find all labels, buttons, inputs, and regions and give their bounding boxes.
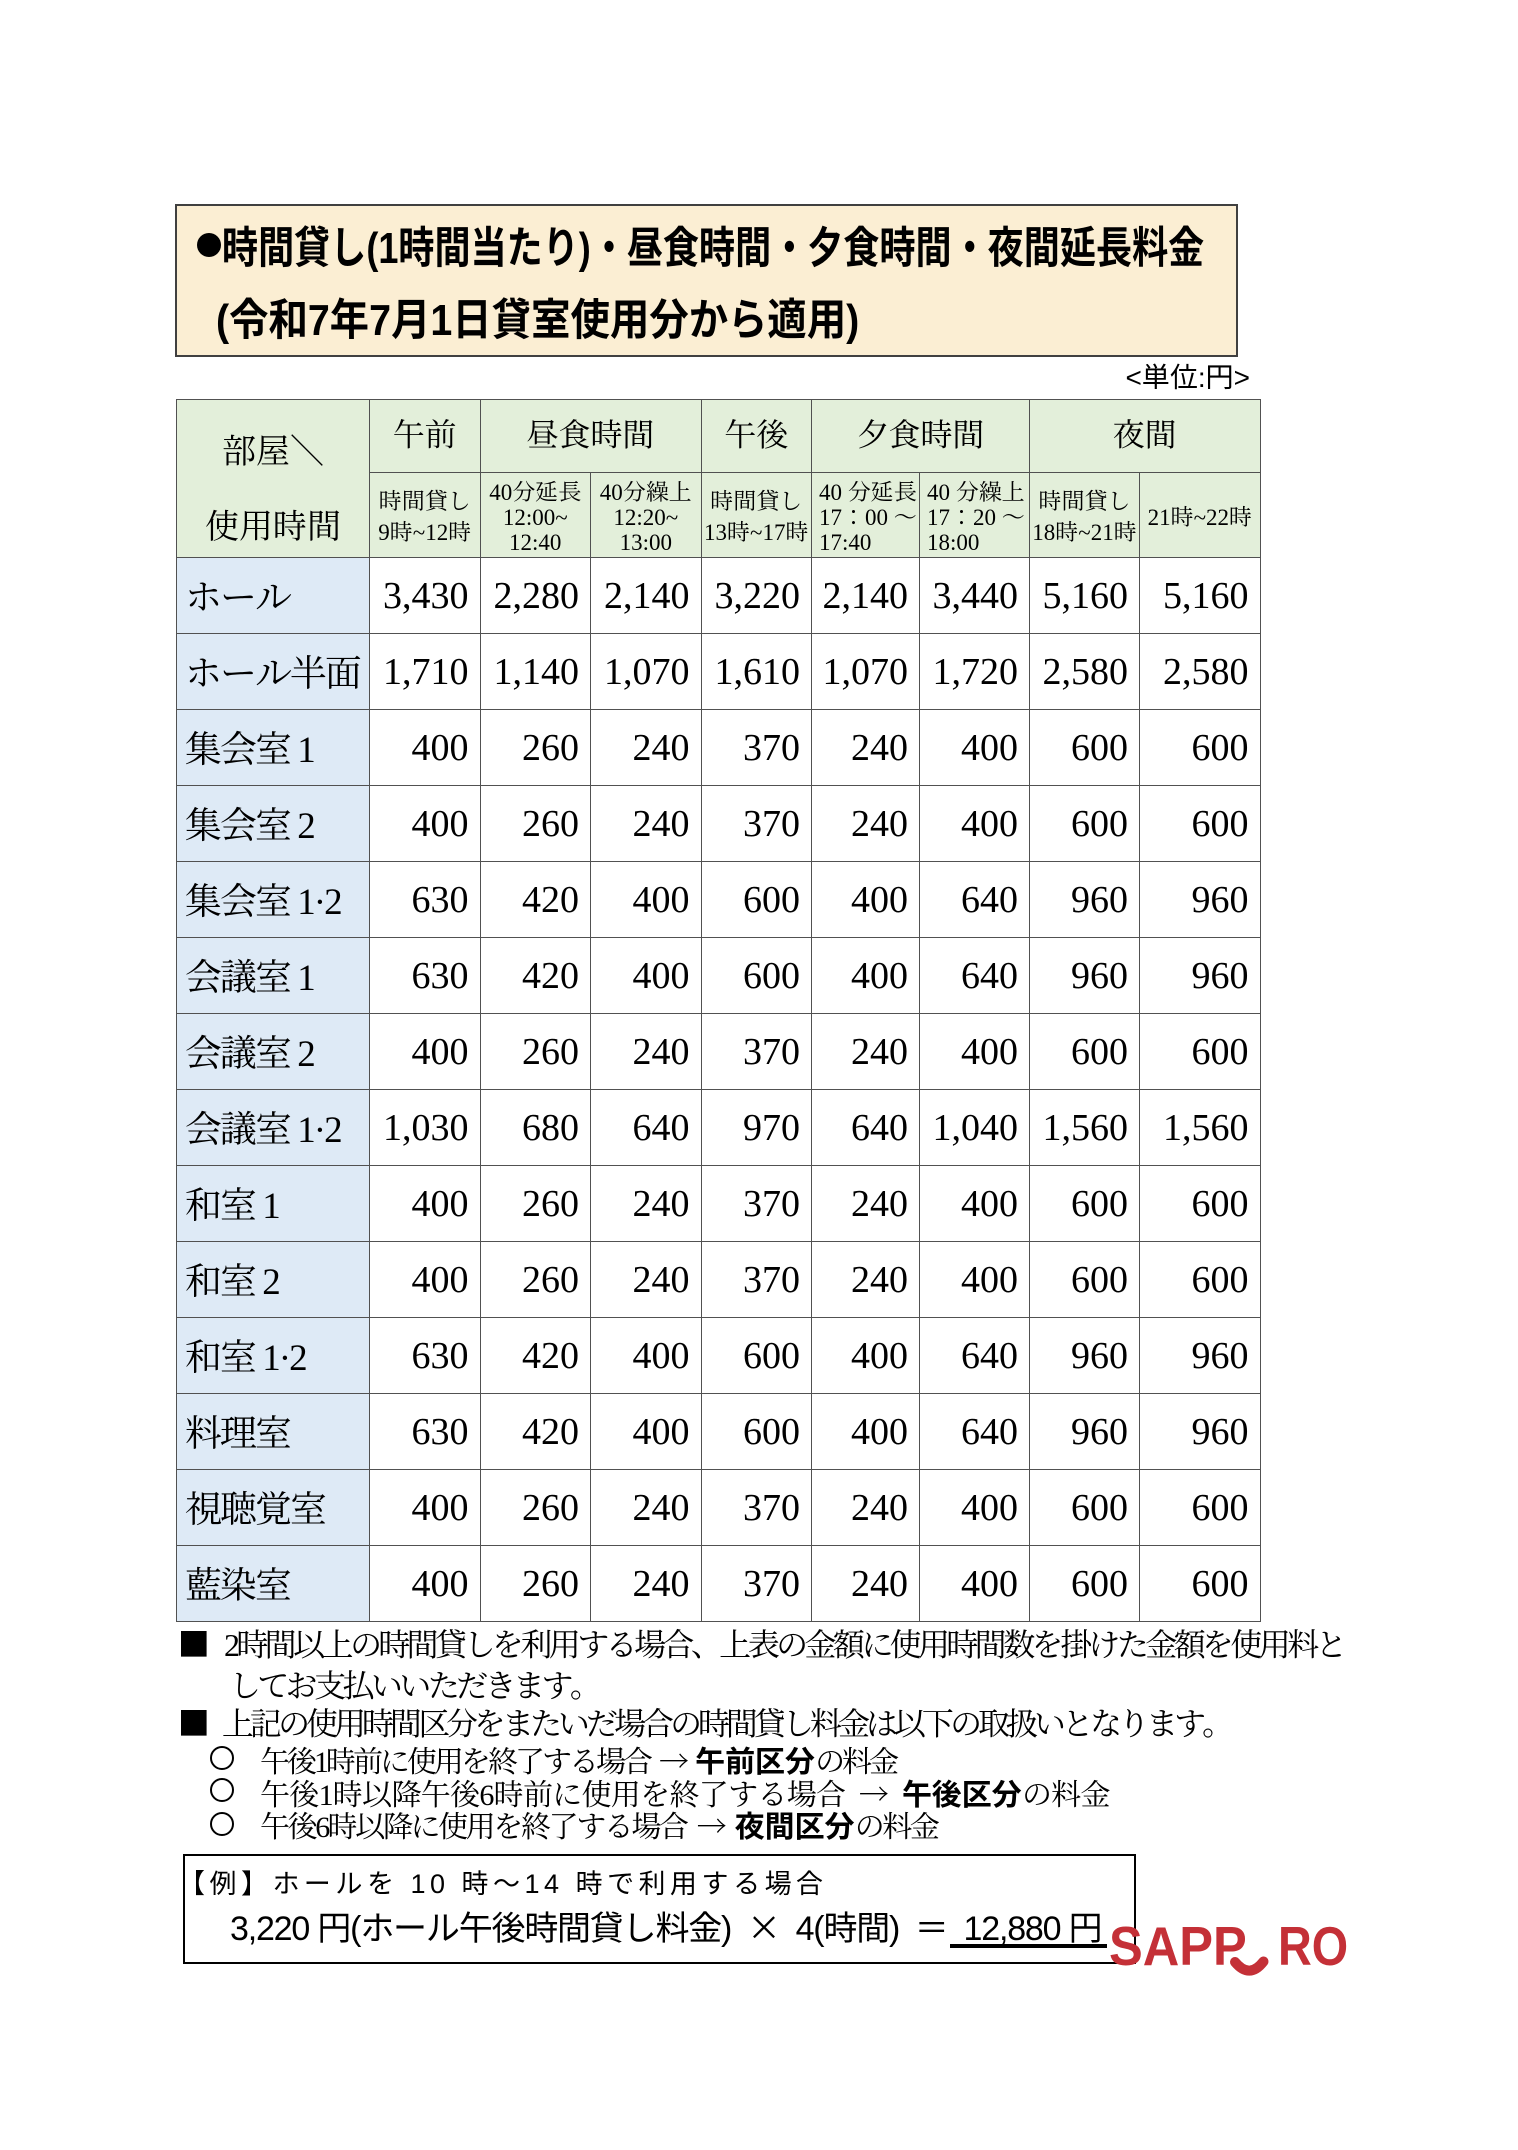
svg-text:SAPP: SAPP <box>1109 1916 1247 1977</box>
svg-text:RO: RO <box>1278 1915 1348 1976</box>
